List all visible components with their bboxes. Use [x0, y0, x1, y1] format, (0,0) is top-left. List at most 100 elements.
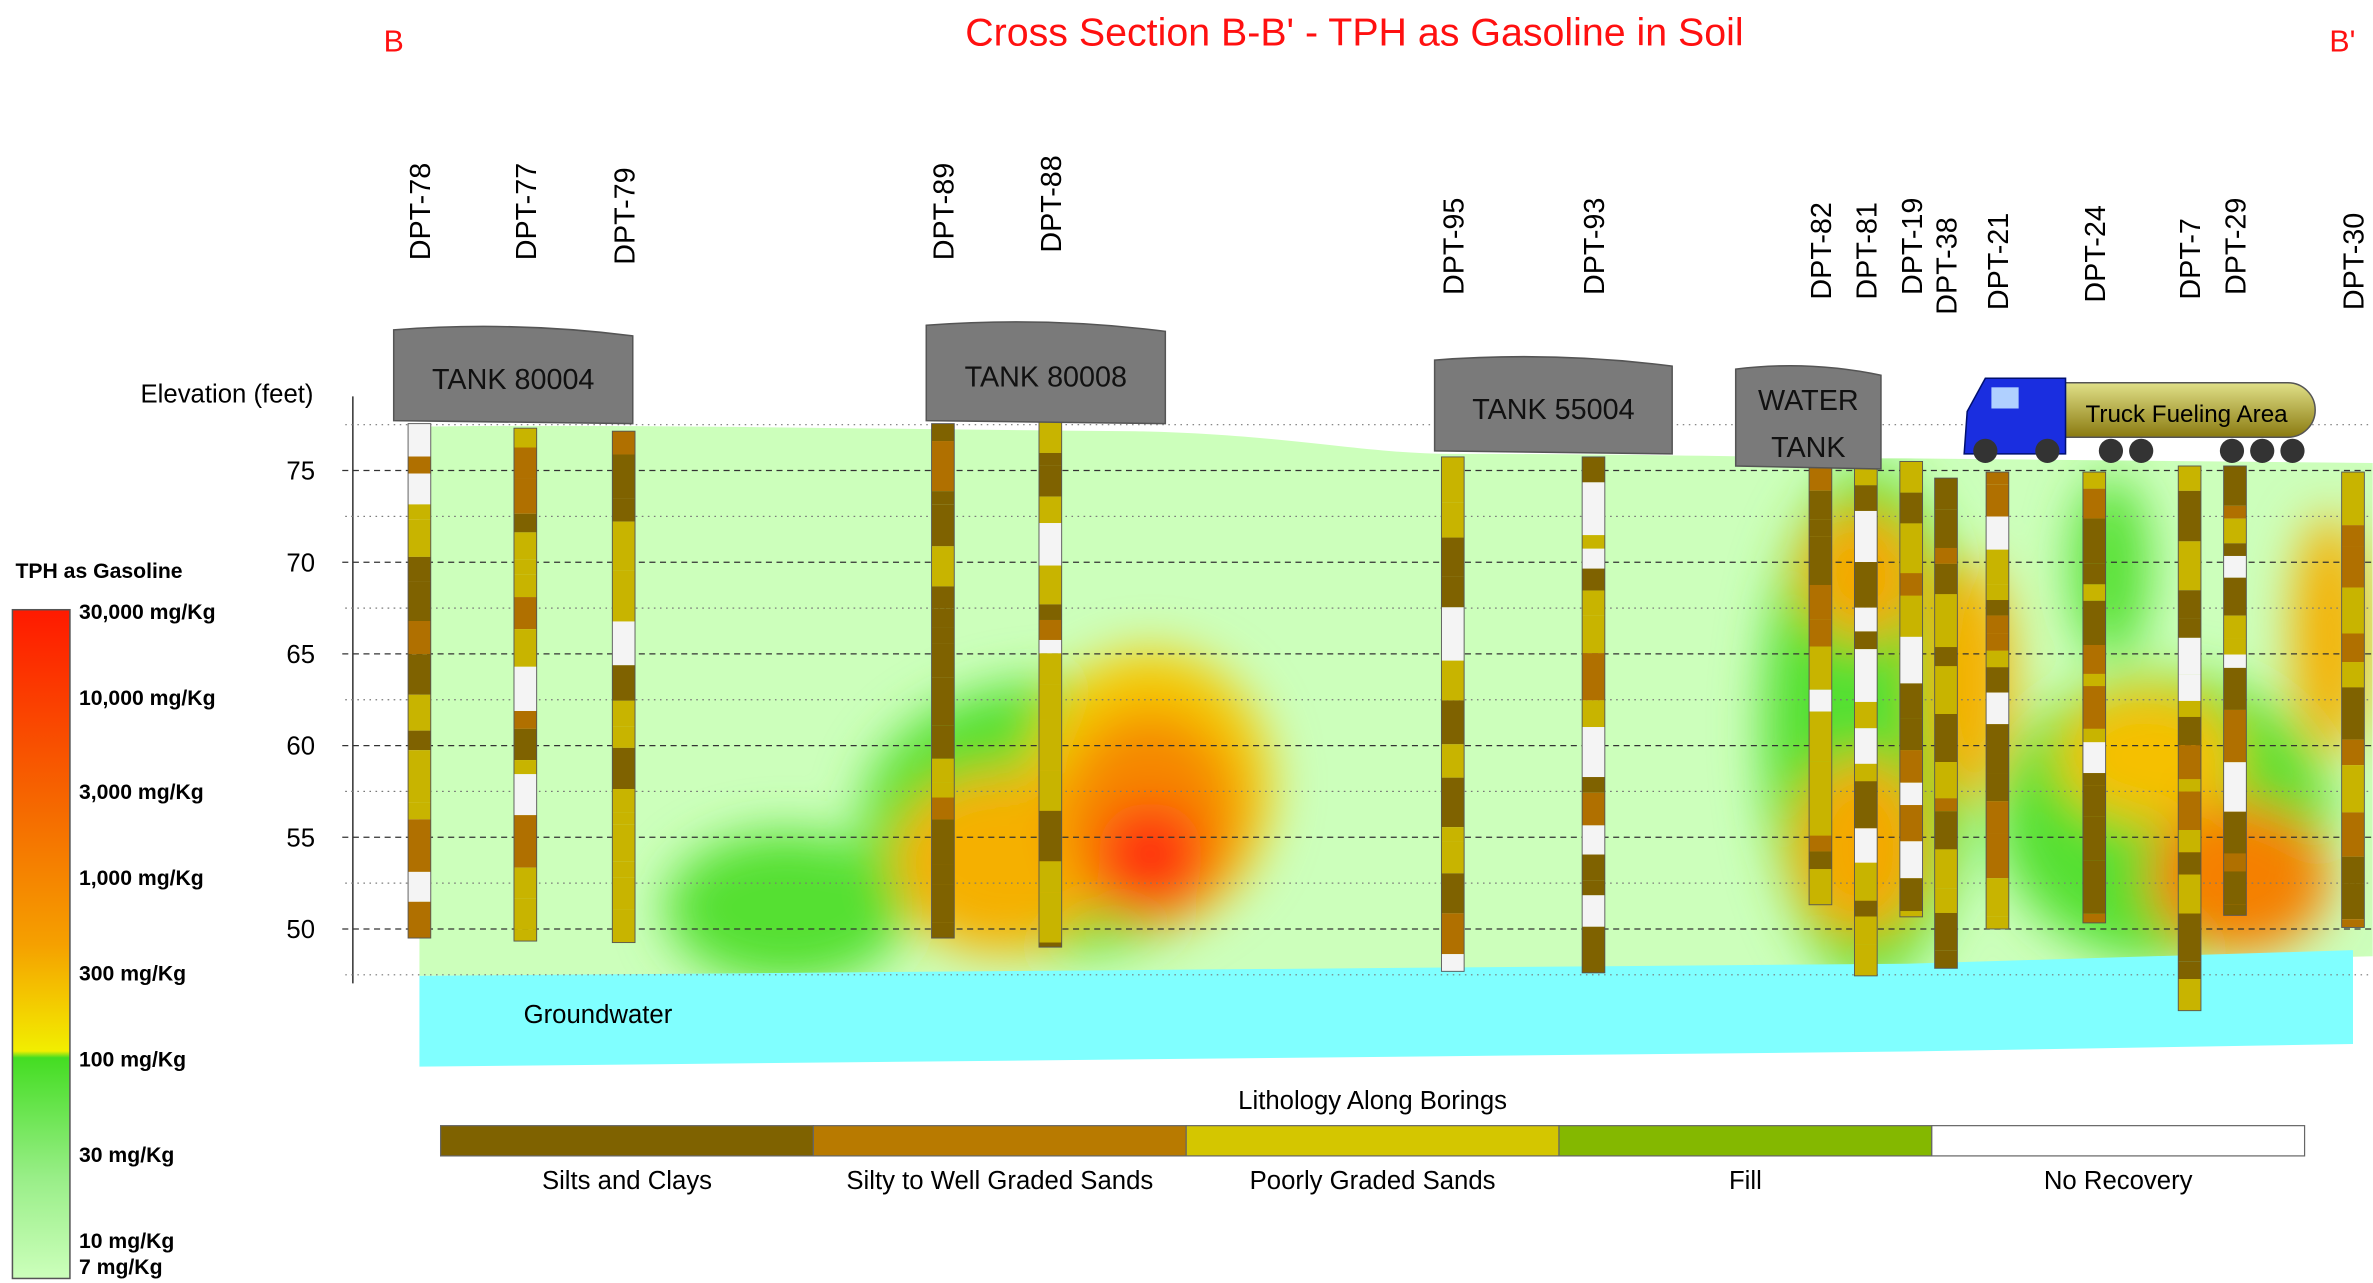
- boring-interval: [2083, 729, 2106, 742]
- boring-interval: [2342, 472, 2365, 525]
- boring-interval: [1441, 502, 1464, 537]
- boring-interval: [2083, 674, 2106, 686]
- boring-interval: [1900, 610, 1923, 637]
- legend-label: 100 mg/Kg: [79, 1049, 186, 1072]
- boring-interval: [612, 498, 635, 522]
- boring-interval: [612, 862, 635, 878]
- legend-label: Fill: [1729, 1167, 1762, 1195]
- boring-interval: [1582, 535, 1605, 549]
- legend-label: Silty to Well Graded Sands: [846, 1167, 1153, 1195]
- boring-interval: [1986, 472, 2009, 485]
- tank-label: TANK: [1771, 432, 1846, 464]
- boring-interval: [1935, 950, 1958, 968]
- boring-interval: [1854, 917, 1877, 945]
- boring-interval: [612, 727, 635, 748]
- boring-interval: [408, 654, 431, 695]
- boring-interval: [2178, 792, 2201, 830]
- boring-interval: [932, 586, 955, 608]
- boring-interval: [1441, 577, 1464, 608]
- boring-interval: [514, 532, 537, 559]
- boring-interval: [514, 929, 537, 941]
- boring-interval: [2083, 564, 2106, 585]
- boring-interval: [2178, 745, 2201, 779]
- boring-interval: [408, 695, 431, 731]
- boring-interval: [932, 491, 955, 504]
- boring-interval: [514, 868, 537, 899]
- boring-label: DPT-30: [2339, 213, 2371, 310]
- boring-interval: [2178, 830, 2201, 852]
- tick-label: 75: [286, 458, 315, 486]
- boring: [2178, 466, 2201, 1011]
- boring-interval: [1935, 714, 1958, 762]
- boring-interval: [1039, 589, 1062, 604]
- boring-interval: [2224, 871, 2247, 904]
- boring-interval: [1809, 790, 1832, 836]
- boring-interval: [1039, 453, 1062, 465]
- boring-interval: [1854, 649, 1877, 702]
- wheel: [2129, 439, 2153, 463]
- boring-interval: [408, 424, 431, 457]
- boring-interval: [612, 825, 635, 862]
- boring-interval: [2178, 914, 2201, 962]
- legend-label: 3,000 mg/Kg: [79, 781, 204, 804]
- title: Cross Section B-B' - TPH as Gasoline in …: [965, 10, 1743, 54]
- boring-interval: [1582, 700, 1605, 727]
- boring: [1900, 461, 1923, 916]
- boring-label: DPT-29: [2221, 198, 2253, 295]
- boring-interval: [612, 748, 635, 789]
- boring-interval: [1900, 718, 1923, 750]
- boring-interval: [612, 812, 635, 824]
- boring-interval: [2178, 779, 2201, 791]
- boring-label: DPT-81: [1851, 202, 1883, 299]
- boring-interval: [1039, 771, 1062, 811]
- boring-interval: [1441, 841, 1464, 873]
- legend-swatch: [1186, 1126, 1559, 1156]
- boring-interval: [514, 760, 537, 774]
- boring-interval: [1441, 913, 1464, 954]
- boring-interval: [2178, 491, 2201, 541]
- boring-interval: [1582, 777, 1605, 793]
- boring-interval: [932, 643, 955, 678]
- legend-label: 300 mg/Kg: [79, 962, 186, 985]
- boring: [2342, 472, 2365, 927]
- boring-interval: [612, 789, 635, 812]
- boring-interval: [1809, 519, 1832, 536]
- boring-interval: [408, 581, 431, 621]
- boring-interval: [612, 454, 635, 498]
- boring-interval: [1582, 895, 1605, 926]
- boring-interval: [1986, 651, 2009, 667]
- boring-interval: [1809, 537, 1832, 585]
- boring-interval: [2083, 686, 2106, 729]
- boring-interval: [612, 570, 635, 621]
- boring-interval: [408, 457, 431, 474]
- boring-interval: [1854, 562, 1877, 608]
- boring-interval: [2342, 740, 2365, 765]
- boring-interval: [2083, 472, 2106, 489]
- boring-interval: [2342, 812, 2365, 856]
- boring-interval: [2224, 812, 2247, 854]
- tank-label: TANK 80004: [432, 364, 594, 396]
- boring-interval: [932, 923, 955, 938]
- boring-interval: [2178, 961, 2201, 979]
- boring-interval: [2178, 875, 2201, 914]
- boring-interval: [1582, 855, 1605, 881]
- boring-interval: [1854, 945, 1877, 976]
- boring-interval: [408, 902, 431, 938]
- boring-interval: [612, 909, 635, 943]
- boring-interval: [1854, 901, 1877, 917]
- boring-interval: [932, 678, 955, 726]
- boring-interval: [1039, 523, 1062, 565]
- truck-window: [1991, 387, 2018, 408]
- boring-interval: [514, 729, 537, 760]
- boring-interval: [1986, 801, 2009, 833]
- boring-interval: [1039, 719, 1062, 753]
- legend-swatch: [441, 1126, 814, 1156]
- boring-interval: [1582, 793, 1605, 826]
- boring-interval: [1039, 811, 1062, 862]
- boring: [1039, 421, 1062, 948]
- boring-interval: [2224, 616, 2247, 639]
- boring-interval: [932, 865, 955, 884]
- boring-interval: [1039, 421, 1062, 453]
- wheel: [2099, 439, 2123, 463]
- boring-label: DPT-77: [511, 163, 543, 260]
